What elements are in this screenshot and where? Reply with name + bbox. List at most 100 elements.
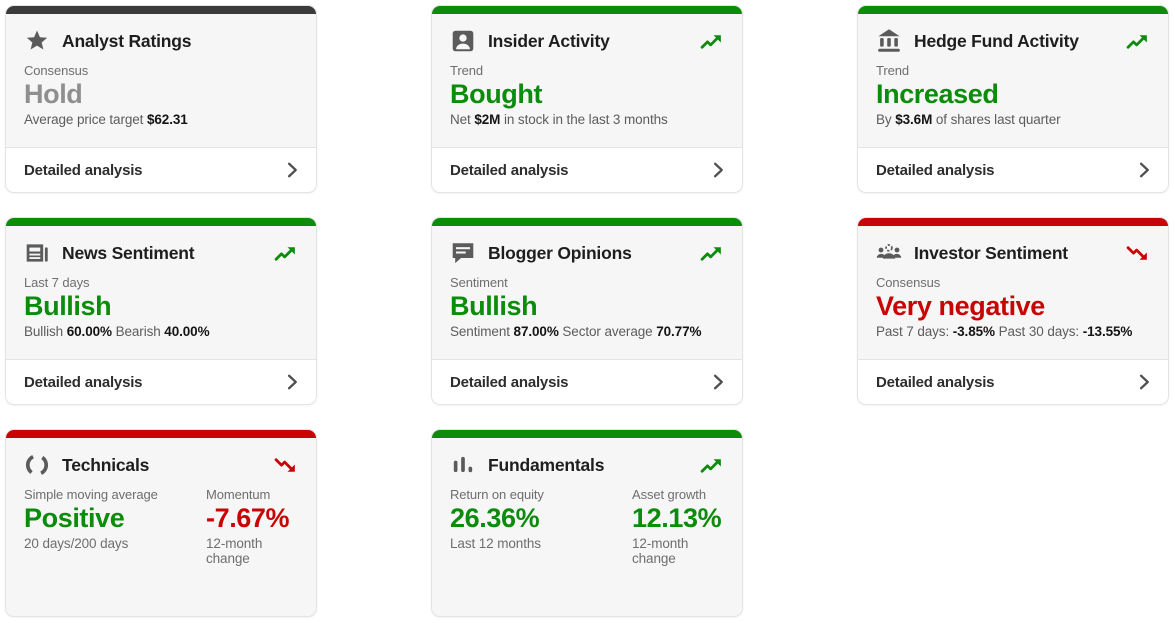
detail-part: 87.00% — [513, 324, 559, 340]
detailed-analysis-label: Detailed analysis — [450, 161, 569, 179]
detail-part: Past 7 days: — [876, 324, 953, 340]
metric-label: Trend — [450, 63, 483, 78]
card-news-sentiment: News Sentiment Last 7 days Bullish Bullish … — [5, 217, 317, 405]
card-body: Blogger Opinions Sentiment Bullish Sentimen… — [432, 226, 742, 359]
detail-part: 40.00% — [164, 324, 210, 340]
detail-part: Sentiment — [450, 324, 514, 340]
metric-detail: Net $2M in stock in the last 3 months — [450, 112, 725, 127]
detail-part: -3.85% — [952, 324, 995, 340]
detailed-analysis-link[interactable]: Detailed analysis — [432, 147, 742, 192]
card-analyst-ratings: Analyst Ratings Consensus Hold Average pric… — [5, 5, 317, 193]
detailed-analysis-link[interactable]: Detailed analysis — [858, 359, 1168, 404]
metric-label: Trend — [876, 63, 909, 78]
gauge-circle-icon — [24, 452, 50, 478]
card-fundamentals: Fundamentals Return on equity 26.36% Last 1… — [431, 429, 743, 617]
detail-part: $2M — [474, 112, 501, 128]
metric-value: -7.67% — [206, 503, 290, 533]
trend-up-icon — [1126, 31, 1151, 52]
metric-value: Increased — [876, 79, 999, 109]
metric-detail: Average price target $62.31 — [24, 112, 299, 127]
card-body: Fundamentals Return on equity 26.36% Last 1… — [432, 438, 742, 616]
detail-part: $62.31 — [146, 112, 188, 128]
detailed-analysis-link[interactable]: Detailed analysis — [858, 147, 1168, 192]
metric-value: Bought — [450, 79, 543, 109]
metric-detail: Bullish 60.00% Bearish 40.00% — [24, 324, 299, 339]
card-accent-bar — [432, 6, 742, 14]
card-body: Technicals Simple moving average Positive 2… — [6, 438, 316, 616]
card-header: Investor Sentiment — [876, 240, 1151, 266]
bank-icon — [876, 28, 902, 54]
metric-label: Consensus — [24, 63, 89, 78]
metric-label: Momentum — [206, 487, 271, 502]
metric-value: Hold — [24, 79, 83, 109]
chevron-right-icon — [1134, 372, 1154, 392]
detailed-analysis-link[interactable]: Detailed analysis — [6, 147, 316, 192]
card-title: Fundamentals — [488, 454, 605, 475]
card-body: Insider Activity Trend Bought Net $2M in st… — [432, 14, 742, 147]
metric-value: Positive — [24, 503, 125, 533]
detail-part: -13.55% — [1082, 324, 1133, 340]
detail-part: in stock in the last 3 months — [500, 112, 668, 128]
chevron-right-icon — [708, 372, 728, 392]
detailed-analysis-label: Detailed analysis — [450, 373, 569, 391]
metric-columns: Return on equity 26.36% Last 12 months Asse… — [450, 487, 725, 566]
metric-sub: 20 days/200 days — [24, 536, 129, 552]
metric-label: Consensus — [876, 275, 941, 290]
card-title: Blogger Opinions — [488, 242, 632, 263]
card-title: Investor Sentiment — [914, 242, 1068, 263]
chevron-right-icon — [1134, 160, 1154, 180]
card-title: News Sentiment — [62, 242, 195, 263]
metric-value: Bullish — [450, 291, 538, 321]
card-blogger-opinions: Blogger Opinions Sentiment Bullish Sentimen… — [431, 217, 743, 405]
card-title: Insider Activity — [488, 30, 610, 51]
metric-value: 26.36% — [450, 503, 540, 533]
metric-label: Simple moving average — [24, 487, 158, 502]
metric-detail: Past 7 days: -3.85% Past 30 days: -13.55… — [876, 324, 1151, 339]
detail-part: Bearish — [111, 324, 165, 340]
chevron-right-icon — [282, 372, 302, 392]
card-header: Fundamentals — [450, 452, 725, 478]
person-badge-icon — [450, 28, 476, 54]
people-group-icon — [876, 240, 902, 266]
detail-part: $3.6M — [895, 112, 933, 128]
detailed-analysis-link[interactable]: Detailed analysis — [6, 359, 316, 404]
metric-value: Very negative — [876, 291, 1045, 321]
bar-chart-icon — [450, 452, 476, 478]
newspaper-icon — [24, 240, 50, 266]
chevron-right-icon — [708, 160, 728, 180]
card-header: News Sentiment — [24, 240, 299, 266]
card-hedge-fund-activity: Hedge Fund Activity Trend Increased By $3.6… — [857, 5, 1169, 193]
detail-part: Past 30 days: — [994, 324, 1083, 340]
star-icon — [24, 28, 50, 54]
trend-up-icon — [700, 455, 725, 476]
card-header: Insider Activity — [450, 28, 725, 54]
metric-label: Asset growth — [632, 487, 706, 502]
card-header: Analyst Ratings — [24, 28, 299, 54]
metric-value: Bullish — [24, 291, 112, 321]
metric-value: 12.13% — [632, 503, 722, 533]
trend-up-icon — [700, 243, 725, 264]
metric-column: Return on equity 26.36% Last 12 months — [450, 487, 632, 566]
card-accent-bar — [6, 6, 316, 14]
card-body: Analyst Ratings Consensus Hold Average pric… — [6, 14, 316, 147]
metric-columns: Simple moving average Positive 20 days/200… — [24, 487, 299, 566]
detail-part: Net — [450, 112, 475, 128]
detailed-analysis-label: Detailed analysis — [876, 161, 995, 179]
trend-up-icon — [274, 243, 299, 264]
card-body: News Sentiment Last 7 days Bullish Bullish … — [6, 226, 316, 359]
metric-sub: 12-month change — [206, 536, 263, 567]
card-insider-activity: Insider Activity Trend Bought Net $2M in st… — [431, 5, 743, 193]
trend-up-icon — [700, 31, 725, 52]
speech-bubble-icon — [450, 240, 476, 266]
metric-label: Last 7 days — [24, 275, 90, 290]
card-header: Blogger Opinions — [450, 240, 725, 266]
chevron-right-icon — [282, 160, 302, 180]
metric-label: Sentiment — [450, 275, 508, 290]
card-body: Investor Sentiment Consensus Very negative… — [858, 226, 1168, 359]
detail-part: 60.00% — [66, 324, 112, 340]
detailed-analysis-link[interactable]: Detailed analysis — [432, 359, 742, 404]
card-accent-bar — [6, 218, 316, 226]
metric-detail: Sentiment 87.00% Sector average 70.77% — [450, 324, 725, 339]
card-accent-bar — [432, 430, 742, 438]
